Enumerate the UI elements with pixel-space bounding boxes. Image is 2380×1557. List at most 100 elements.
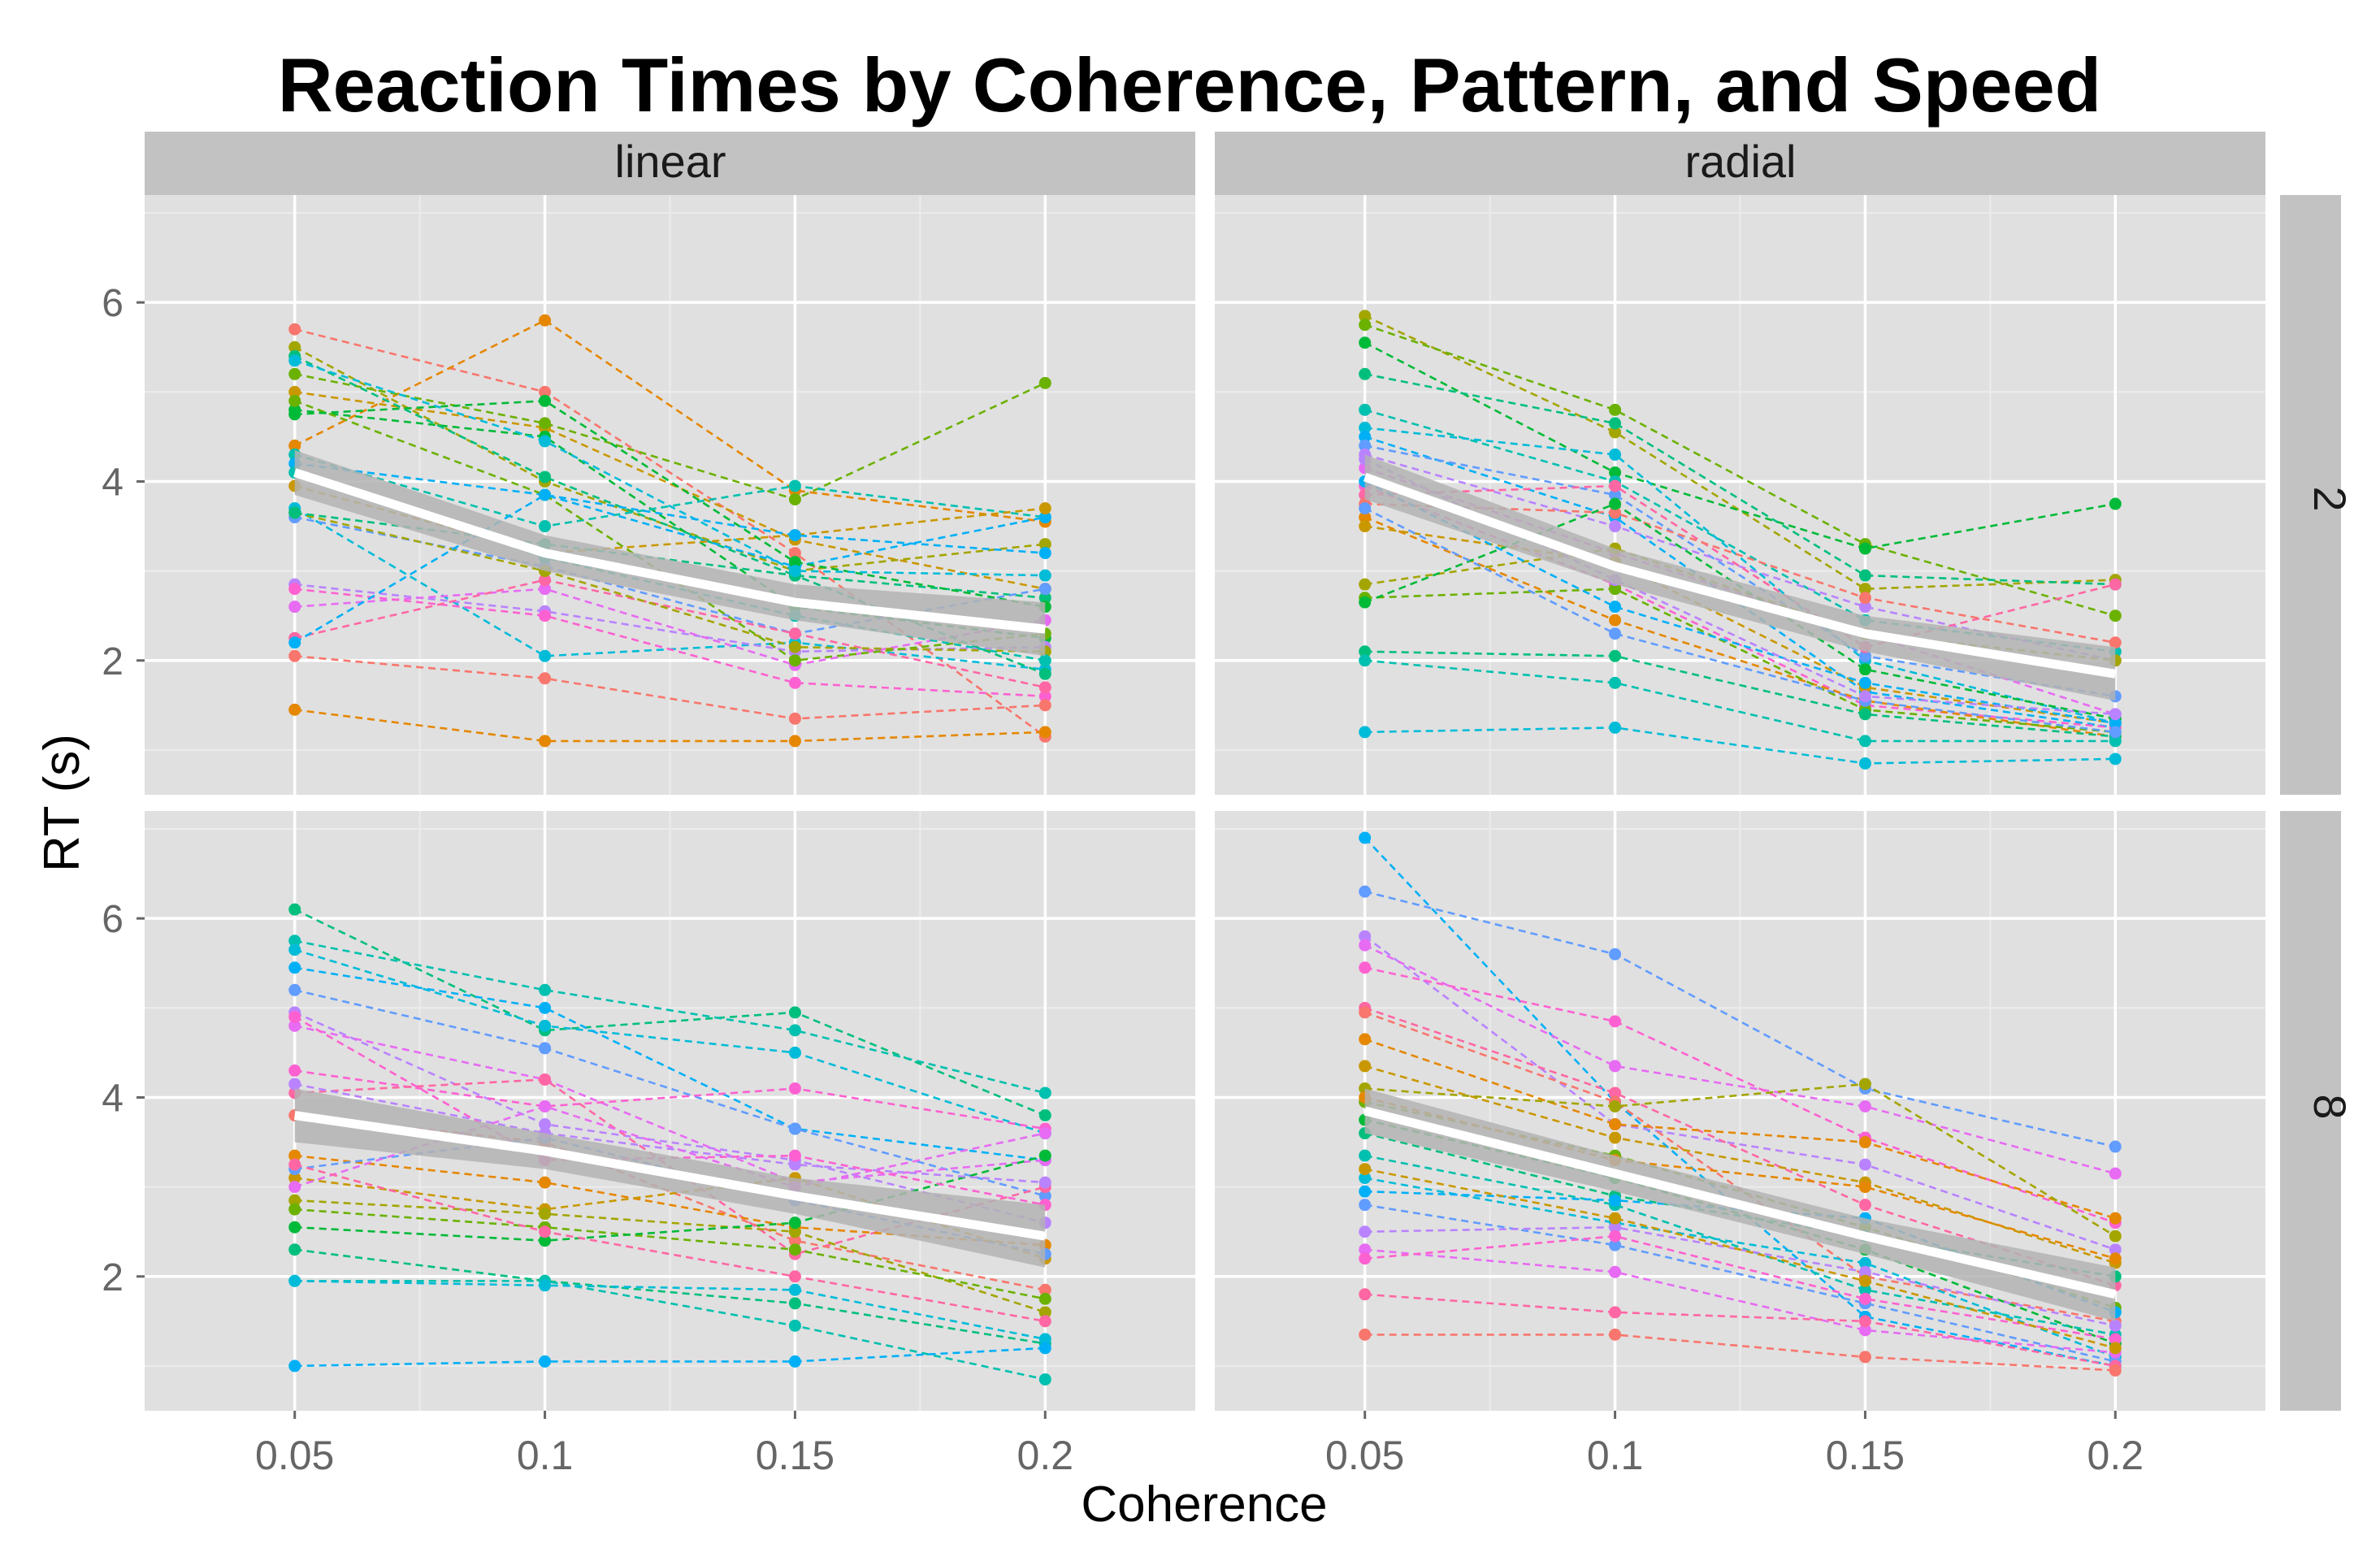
data-point	[1038, 1292, 1051, 1305]
data-point	[1609, 1221, 1622, 1234]
series-22	[1359, 475, 2122, 730]
y-axis-label: RT (s)	[34, 734, 90, 872]
data-point	[2109, 735, 2122, 748]
data-point	[2109, 609, 2122, 622]
data-point	[1359, 336, 1372, 349]
x-axis-label: Coherence	[1081, 1477, 1327, 1533]
series-line	[294, 1163, 1046, 1323]
series-line	[1364, 427, 2116, 725]
series-line	[1364, 1204, 2116, 1363]
data-point	[1858, 1283, 1871, 1296]
data-point	[1359, 1172, 1372, 1185]
data-point	[788, 735, 801, 748]
series-line	[294, 359, 1046, 577]
data-point	[1359, 502, 1372, 515]
data-point	[788, 529, 801, 542]
data-point	[788, 1319, 801, 1332]
series-line	[294, 588, 1046, 698]
data-point	[788, 1355, 801, 1368]
data-point	[288, 1149, 301, 1162]
data-point	[288, 903, 301, 916]
data-point	[1359, 430, 1372, 443]
series-4	[1359, 367, 2122, 591]
series-line	[1364, 484, 2116, 648]
data-point	[1609, 1194, 1622, 1207]
data-point	[1359, 310, 1372, 323]
data-point	[1038, 681, 1051, 694]
data-point	[1359, 596, 1372, 609]
data-point	[788, 1225, 801, 1238]
data-point	[1858, 1292, 1871, 1305]
data-point	[1858, 663, 1871, 676]
data-point	[2109, 708, 2122, 721]
data-point	[539, 574, 552, 587]
series-line	[294, 484, 1046, 554]
panel-radial-speed-2	[1215, 195, 2265, 795]
series-line	[294, 1248, 1046, 1345]
data-point	[1609, 1212, 1622, 1225]
series-4	[1359, 939, 2122, 1180]
data-point	[1609, 479, 1622, 492]
data-point	[2109, 1342, 2122, 1355]
series-line	[294, 409, 1046, 640]
x-tick-label: 0.2	[1017, 1433, 1074, 1478]
data-point	[788, 1046, 801, 1059]
series-line	[294, 319, 1046, 523]
series-line	[1364, 323, 2116, 617]
series-line	[294, 1347, 1046, 1368]
data-point	[1609, 403, 1622, 416]
series-line	[294, 493, 1046, 644]
data-point	[288, 506, 301, 519]
data-point	[1359, 520, 1372, 533]
series-1	[288, 903, 1051, 1122]
data-point	[1038, 376, 1051, 389]
data-point	[539, 385, 552, 398]
series-2	[288, 935, 1051, 1099]
series-line	[1364, 650, 2116, 738]
facet-strip-radial	[1215, 132, 2265, 195]
series-line	[294, 453, 1046, 527]
series-14	[288, 583, 1051, 703]
data-point	[1609, 426, 1622, 439]
data-point	[288, 1019, 301, 1032]
x-tick-label: 0.15	[756, 1433, 835, 1478]
data-point	[1609, 1265, 1622, 1278]
data-point	[539, 1208, 552, 1221]
mean-trend-line	[293, 468, 1046, 634]
data-point	[1858, 1078, 1871, 1091]
data-point	[1359, 511, 1372, 524]
x-tick-label: 0.2	[2087, 1433, 2144, 1478]
data-point	[1609, 676, 1622, 689]
data-point	[1858, 1136, 1871, 1149]
data-point	[539, 1225, 552, 1238]
y-tick-label: 6	[102, 282, 124, 325]
data-point	[1359, 439, 1372, 452]
data-point	[1359, 1199, 1372, 1212]
series-line	[1364, 516, 2116, 738]
facet-panels: 2 4 6 2 4 6 0.05 0.1 0.15 0.2 0.05 0.1 0.15 0.2	[102, 132, 2341, 1478]
series-line	[294, 1208, 1046, 1300]
data-point	[2109, 1140, 2122, 1153]
data-point	[1858, 1256, 1871, 1269]
data-point	[1858, 1324, 1871, 1337]
data-point	[539, 1118, 552, 1131]
data-point	[539, 672, 552, 685]
data-point	[288, 583, 301, 596]
data-point	[288, 1010, 301, 1023]
x-tick-label: 0.1	[1587, 1433, 1644, 1478]
data-point	[539, 1355, 552, 1368]
data-point	[1038, 569, 1051, 582]
data-point	[1038, 1176, 1051, 1189]
data-point	[1858, 1199, 1871, 1212]
data-point	[1359, 1060, 1372, 1073]
series-line	[294, 1025, 1046, 1184]
series-13	[288, 1194, 1051, 1319]
data-point	[1858, 1274, 1871, 1287]
series-5	[288, 983, 1051, 1203]
series-line	[294, 1199, 1046, 1314]
series-line	[1364, 1334, 2116, 1372]
mean-trend-line	[1363, 1106, 2117, 1299]
data-point	[1858, 735, 1871, 748]
data-point	[1359, 319, 1372, 332]
series-line	[294, 511, 1046, 653]
